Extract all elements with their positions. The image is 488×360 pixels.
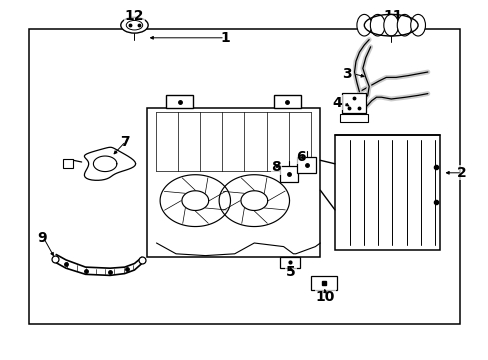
Ellipse shape — [356, 14, 371, 36]
Ellipse shape — [121, 17, 148, 33]
Text: 1: 1 — [220, 31, 229, 45]
Text: 11: 11 — [383, 9, 403, 23]
Ellipse shape — [369, 14, 385, 36]
Bar — [297, 157, 315, 173]
Bar — [63, 159, 73, 168]
Bar — [342, 93, 365, 113]
Text: 3: 3 — [342, 67, 351, 81]
Bar — [334, 135, 439, 250]
Bar — [310, 276, 337, 290]
Bar — [273, 95, 300, 108]
Text: 2: 2 — [456, 166, 466, 180]
Bar — [29, 29, 459, 324]
Text: 4: 4 — [332, 96, 342, 109]
Ellipse shape — [383, 14, 398, 36]
Bar — [279, 166, 298, 182]
Ellipse shape — [126, 21, 142, 30]
Bar — [146, 108, 320, 257]
Text: 5: 5 — [285, 265, 295, 279]
Ellipse shape — [410, 14, 425, 36]
Bar — [166, 95, 193, 108]
Ellipse shape — [396, 14, 411, 36]
Text: 8: 8 — [271, 161, 281, 174]
Text: 7: 7 — [120, 135, 129, 149]
Text: 12: 12 — [124, 9, 144, 23]
Text: 9: 9 — [37, 231, 46, 244]
Bar — [339, 114, 367, 122]
Bar — [279, 257, 300, 268]
Text: 10: 10 — [315, 290, 334, 304]
Text: 6: 6 — [295, 150, 305, 163]
